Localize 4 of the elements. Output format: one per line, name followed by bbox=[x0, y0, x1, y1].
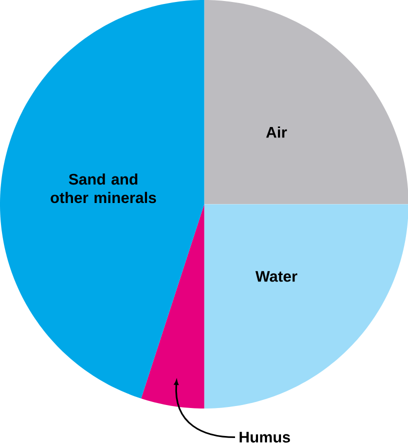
slice-label: Sand and other minerals bbox=[50, 173, 156, 204]
slice-label: Water bbox=[255, 271, 298, 282]
slice-label: Humus bbox=[239, 432, 290, 443]
slice-label: Air bbox=[266, 126, 287, 138]
